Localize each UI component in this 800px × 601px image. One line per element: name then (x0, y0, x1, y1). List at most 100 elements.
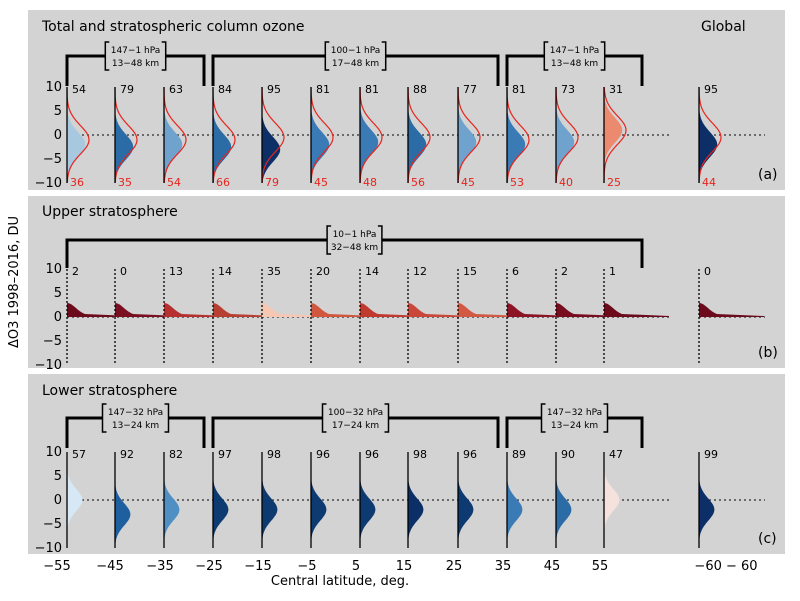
distribution-fill (213, 303, 278, 317)
top-number: 73 (561, 83, 575, 96)
latitude-column: 54 36 (66, 83, 90, 189)
latitude-column: 13 (163, 265, 229, 365)
top-number: 81 (365, 83, 379, 96)
latitude-column: 35 (261, 265, 327, 365)
top-number: 88 (413, 83, 427, 96)
panel-a-background (28, 10, 785, 190)
latitude-column: 12 (407, 265, 473, 365)
x-tick-labels: −55 −45 −35 −25 −15 −5 5 15 25 35 45 55 −60 − 60 (43, 559, 757, 574)
bracket (211, 54, 500, 86)
y-tick-label: 0 (54, 128, 62, 143)
latitude-column: 73 40 (555, 83, 579, 189)
top-number: 14 (218, 265, 232, 278)
x-tick-label: 5 (352, 559, 360, 574)
panel-a-title: Total and stratospheric column ozone (41, 19, 305, 35)
bracket-label-frame (104, 41, 167, 71)
latitude-column: 14 (212, 265, 278, 365)
top-number: 2 (561, 265, 568, 278)
top-number: 95 (267, 83, 281, 96)
bracket-altitude: 13−48 km (112, 59, 159, 69)
panel-a: 10 5 0 −5 −10 147−1 hPa 13−48 km 100−1 hPa 17−48… (35, 41, 765, 191)
latitude-column: 82 (163, 448, 183, 548)
panel-b-title: Upper stratosphere (42, 204, 178, 220)
bottom-number: 45 (461, 176, 475, 189)
latitude-column: 88 56 (407, 83, 431, 189)
x-tick-label: −25 (195, 559, 222, 574)
y-tick-label: 0 (54, 310, 62, 325)
bottom-number: 45 (314, 176, 328, 189)
bottom-number: 54 (167, 176, 181, 189)
top-number: 81 (512, 83, 526, 96)
y-tick-label: −5 (43, 334, 62, 349)
distribution-fill (458, 303, 523, 317)
distribution-fill (213, 452, 229, 548)
latitude-column: 98 (407, 448, 427, 548)
latitude-column: 81 48 (359, 83, 383, 189)
distribution-fill (458, 87, 477, 183)
y-tick-label: −10 (35, 358, 62, 373)
latitude-column: 15 (457, 265, 523, 365)
distribution-outline (310, 86, 334, 184)
latitude-column: 1 (603, 265, 669, 365)
distribution-fill (699, 303, 764, 317)
latitude-column: 2 (555, 265, 621, 365)
y-tick-label: 10 (45, 445, 62, 460)
bracket-altitude: 17−48 km (332, 59, 379, 69)
latitude-column: 98 (261, 448, 281, 548)
latitude-column: 20 (310, 265, 376, 365)
latitude-column: 81 53 (506, 83, 530, 189)
distribution-fill (604, 452, 620, 548)
top-number: 98 (413, 448, 427, 461)
x-tick-label: 55 (592, 559, 609, 574)
distribution-outline (359, 86, 383, 184)
distribution-outline (603, 86, 627, 183)
bottom-number: 66 (216, 176, 230, 189)
distribution-outline (163, 87, 187, 184)
distribution-outline (698, 86, 722, 184)
latitude-column: 97 (212, 448, 232, 548)
bracket (505, 416, 644, 448)
distribution-fill (408, 87, 427, 183)
panel-b-background (28, 196, 785, 368)
x-tick-label: 45 (544, 559, 561, 574)
top-number: 96 (316, 448, 330, 461)
distribution-fill (164, 87, 183, 183)
distribution-fill (556, 87, 575, 183)
distribution-fill (262, 452, 278, 548)
latitude-column: 2 (66, 265, 132, 365)
bottom-number: 48 (363, 176, 377, 189)
bracket-label-frame (324, 41, 387, 71)
bottom-number: 40 (559, 176, 573, 189)
latitude-column: 0 (698, 265, 764, 365)
latitude-column: 99 (698, 448, 718, 548)
top-number: 54 (72, 83, 86, 96)
distribution-outline (506, 87, 530, 184)
latitude-column: 92 (114, 448, 134, 548)
top-number: 89 (512, 448, 526, 461)
bottom-number: 36 (70, 176, 84, 189)
bracket-altitude: 13−24 km (112, 421, 159, 431)
panel-b-letter: (b) (758, 345, 778, 361)
x-axis-label: Central latitude, deg. (271, 574, 409, 589)
distribution-outline (66, 87, 90, 184)
latitude-column: 96 (359, 448, 379, 548)
distribution-fill (507, 87, 526, 183)
distribution-fill (699, 452, 715, 548)
y-tick-label: 0 (54, 493, 62, 508)
latitude-column: 47 (603, 448, 623, 548)
distribution-fill (408, 303, 473, 317)
top-number: 81 (316, 83, 330, 96)
bracket-altitude: 13−48 km (551, 59, 598, 69)
latitude-column: 77 45 (457, 83, 481, 189)
distribution-outline (114, 87, 138, 184)
y-tick-label: −5 (43, 517, 62, 532)
latitude-column: 95 44 (698, 83, 722, 189)
y-tick-label: 5 (54, 469, 62, 484)
distribution-fill (164, 452, 180, 548)
distribution-fill (67, 87, 86, 183)
distribution-outline (555, 86, 579, 184)
distribution-fill (164, 303, 229, 317)
top-number: 2 (72, 265, 79, 278)
distribution-fill (67, 303, 132, 317)
